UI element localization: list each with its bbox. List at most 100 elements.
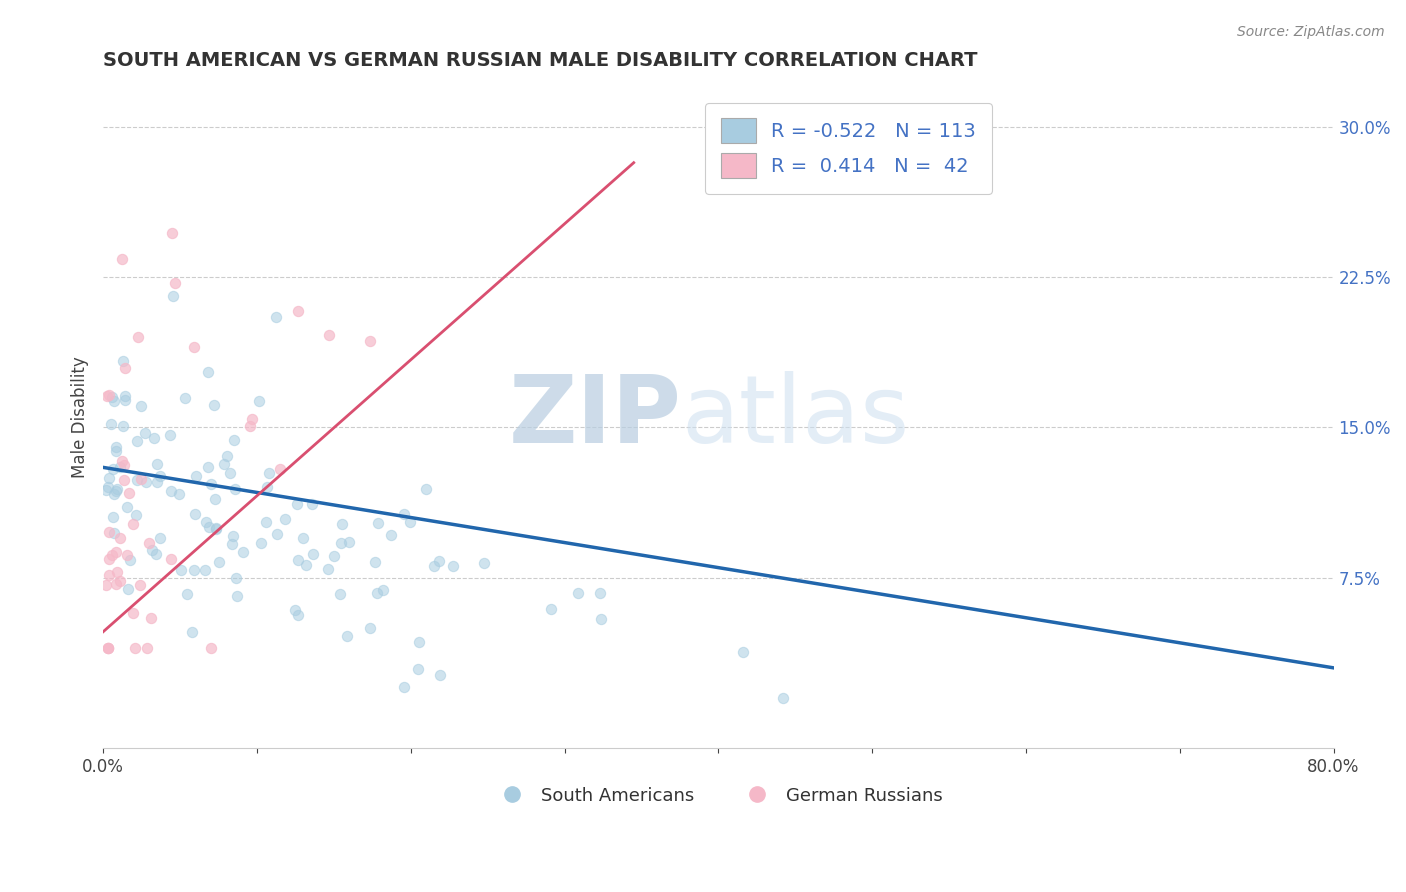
- Point: [197, 459, 219, 474]
- Point: [128, 578, 150, 592]
- Point: [162, 227, 184, 241]
- Point: [121, 517, 143, 532]
- Point: [195, 515, 218, 529]
- Point: [287, 553, 309, 567]
- Point: [266, 527, 288, 541]
- Point: [96, 389, 118, 403]
- Point: [129, 472, 152, 486]
- Point: [371, 583, 394, 598]
- Point: [264, 310, 287, 324]
- Point: [135, 640, 157, 655]
- Point: [256, 480, 278, 494]
- Point: [134, 426, 156, 441]
- Point: [366, 586, 388, 600]
- Point: [540, 602, 562, 616]
- Point: [162, 289, 184, 303]
- Point: [94, 577, 117, 591]
- Point: [124, 640, 146, 655]
- Point: [180, 624, 202, 639]
- Point: [146, 458, 169, 472]
- Point: [184, 507, 207, 521]
- Point: [239, 418, 262, 433]
- Point: [111, 252, 134, 266]
- Point: [364, 555, 387, 569]
- Point: [329, 587, 352, 601]
- Point: [221, 537, 243, 551]
- Point: [273, 512, 295, 526]
- Point: [194, 563, 217, 577]
- Point: [176, 586, 198, 600]
- Point: [131, 399, 153, 413]
- Point: [287, 607, 309, 622]
- Point: [114, 393, 136, 408]
- Point: [111, 354, 134, 368]
- Point: [105, 440, 128, 454]
- Point: [96, 640, 118, 655]
- Point: [337, 534, 360, 549]
- Point: [215, 450, 238, 464]
- Point: [174, 391, 197, 405]
- Point: [127, 330, 149, 344]
- Point: [249, 536, 271, 550]
- Point: [104, 443, 127, 458]
- Point: [269, 462, 291, 476]
- Point: [127, 434, 149, 449]
- Point: [118, 552, 141, 566]
- Point: [224, 433, 246, 447]
- Point: [359, 334, 381, 349]
- Point: [205, 521, 228, 535]
- Point: [125, 473, 148, 487]
- Point: [141, 542, 163, 557]
- Point: [146, 475, 169, 489]
- Point: [97, 480, 120, 494]
- Point: [285, 497, 308, 511]
- Point: [159, 428, 181, 442]
- Point: [254, 515, 277, 529]
- Point: [399, 515, 422, 529]
- Point: [392, 507, 415, 521]
- Point: [101, 461, 124, 475]
- Point: [165, 277, 187, 291]
- Point: [406, 662, 429, 676]
- Point: [200, 477, 222, 491]
- Point: [240, 412, 263, 426]
- Point: [567, 585, 589, 599]
- Point: [117, 582, 139, 596]
- Point: [224, 482, 246, 496]
- Text: SOUTH AMERICAN VS GERMAN RUSSIAN MALE DISABILITY CORRELATION CHART: SOUTH AMERICAN VS GERMAN RUSSIAN MALE DI…: [103, 51, 977, 70]
- Point: [122, 606, 145, 620]
- Point: [212, 457, 235, 471]
- Point: [415, 482, 437, 496]
- Point: [143, 431, 166, 445]
- Point: [115, 548, 138, 562]
- Point: [222, 529, 245, 543]
- Point: [318, 327, 340, 342]
- Point: [114, 360, 136, 375]
- Point: [359, 621, 381, 635]
- Text: ZIP: ZIP: [509, 371, 682, 463]
- Point: [225, 571, 247, 585]
- Point: [731, 645, 754, 659]
- Point: [197, 365, 219, 379]
- Point: [591, 612, 613, 626]
- Point: [97, 388, 120, 402]
- Point: [772, 690, 794, 705]
- Point: [330, 517, 353, 532]
- Point: [257, 466, 280, 480]
- Point: [205, 522, 228, 536]
- Point: [219, 467, 242, 481]
- Point: [110, 459, 132, 474]
- Point: [380, 528, 402, 542]
- Point: [247, 394, 270, 409]
- Point: [184, 469, 207, 483]
- Point: [441, 559, 464, 574]
- Point: [429, 667, 451, 681]
- Point: [97, 552, 120, 566]
- Point: [105, 483, 128, 497]
- Point: [145, 548, 167, 562]
- Point: [284, 603, 307, 617]
- Point: [101, 548, 124, 562]
- Point: [107, 565, 129, 579]
- Point: [141, 611, 163, 625]
- Point: [103, 526, 125, 541]
